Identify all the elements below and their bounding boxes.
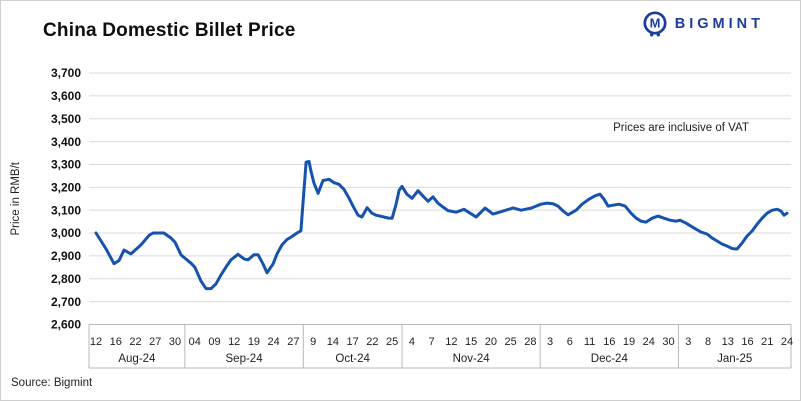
x-tick-label: 25 (386, 336, 398, 348)
y-axis-title: Price in RMB/t (10, 161, 22, 235)
y-tick-label: 3,300 (51, 158, 81, 172)
y-tick-label: 2,900 (51, 249, 81, 263)
price-line-series (94, 160, 789, 291)
x-tick-label: 9 (310, 336, 316, 348)
y-tick-label: 3,200 (51, 181, 81, 195)
y-tick-label: 3,700 (51, 66, 81, 80)
y-tick-label: 2,700 (51, 295, 81, 309)
month-label: Dec-24 (591, 353, 629, 365)
x-tick-label: 24 (643, 336, 655, 348)
y-tick-label: 3,500 (51, 112, 81, 126)
x-tick-label: 20 (485, 336, 497, 348)
x-tick-label: 22 (366, 336, 378, 348)
x-tick-label: 15 (465, 336, 477, 348)
x-tick-label: 12 (228, 336, 240, 348)
bigmint-logo-text: BIGMINT (674, 16, 764, 32)
x-tick-label: 16 (110, 336, 122, 348)
bigmint-logo-icon: M (642, 10, 668, 38)
x-tick-label: 27 (149, 336, 161, 348)
x-tick-label: 14 (327, 336, 339, 348)
chart-title: China Domestic Billet Price (43, 20, 296, 41)
month-label: Oct-24 (335, 353, 370, 365)
x-tick-label: 12 (90, 336, 102, 348)
x-tick-label: 09 (208, 336, 220, 348)
x-tick-label: 3 (547, 336, 553, 348)
x-tick-label: 28 (524, 336, 536, 348)
x-tick-label: 8 (705, 336, 711, 348)
month-label: Sep-24 (226, 353, 264, 365)
x-tick-label: 6 (567, 336, 573, 348)
y-tick-label: 3,000 (51, 226, 81, 240)
x-tick-label: 17 (347, 336, 359, 348)
source-note: Source: Bigmint (11, 377, 93, 389)
x-tick-label: 19 (623, 336, 635, 348)
x-tick-label: 25 (504, 336, 516, 348)
x-tick-label: 30 (169, 336, 181, 348)
x-tick-label: 19 (248, 336, 260, 348)
vat-note: Prices are inclusive of VAT (613, 122, 749, 134)
month-label: Aug-24 (118, 353, 156, 365)
x-tick-label: 7 (429, 336, 435, 348)
x-tick-label: 04 (189, 336, 201, 348)
x-tick-label: 16 (741, 336, 753, 348)
month-label: Nov-24 (453, 353, 491, 365)
x-tick-label: 22 (129, 336, 141, 348)
x-tick-label: 24 (781, 336, 793, 348)
y-tick-label: 2,800 (51, 272, 81, 286)
x-tick-label: 3 (685, 336, 691, 348)
month-label: Jan-25 (717, 353, 752, 365)
x-tick-label: 4 (409, 336, 415, 348)
x-tick-label: 30 (662, 336, 674, 348)
x-tick-label: 21 (761, 336, 773, 348)
x-tick-label: 24 (268, 336, 280, 348)
bigmint-logo: M BIGMINT (642, 10, 764, 38)
y-tick-label: 3,600 (51, 89, 81, 103)
y-tick-label: 3,400 (51, 135, 81, 149)
x-tick-label: 16 (603, 336, 615, 348)
x-tick-label: 12 (445, 336, 457, 348)
x-tick-label: 27 (287, 336, 299, 348)
y-tick-label: 3,100 (51, 203, 81, 217)
y-tick-label: 2,600 (51, 318, 81, 332)
x-tick-label: 13 (722, 336, 734, 348)
x-tick-label: 11 (584, 336, 595, 348)
svg-text:M: M (649, 16, 660, 31)
